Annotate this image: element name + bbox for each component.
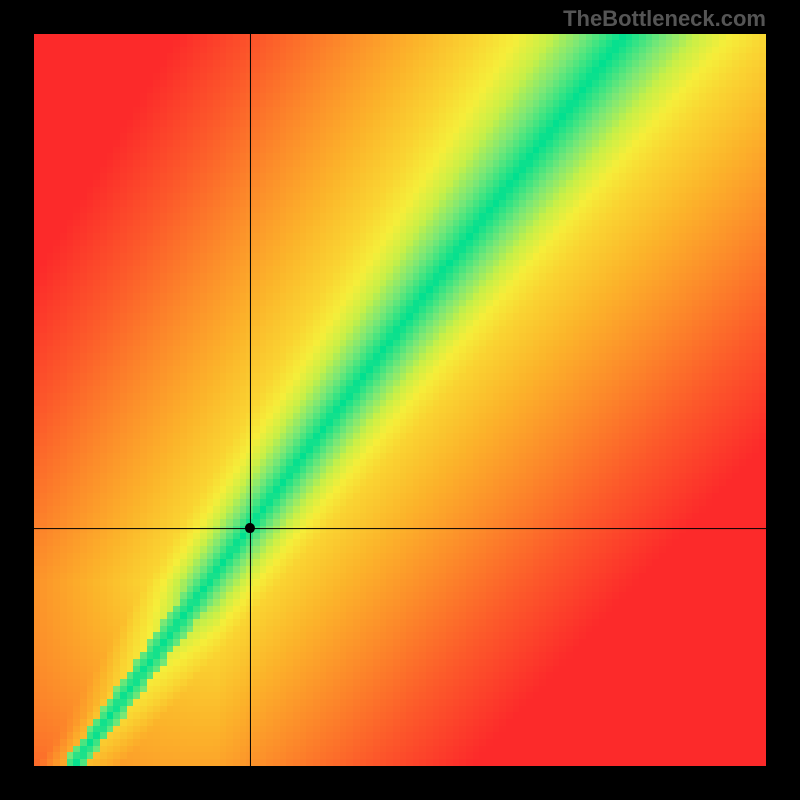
watermark-text: TheBottleneck.com	[563, 6, 766, 32]
bottleneck-heatmap	[34, 34, 766, 766]
chart-container: TheBottleneck.com	[0, 0, 800, 800]
